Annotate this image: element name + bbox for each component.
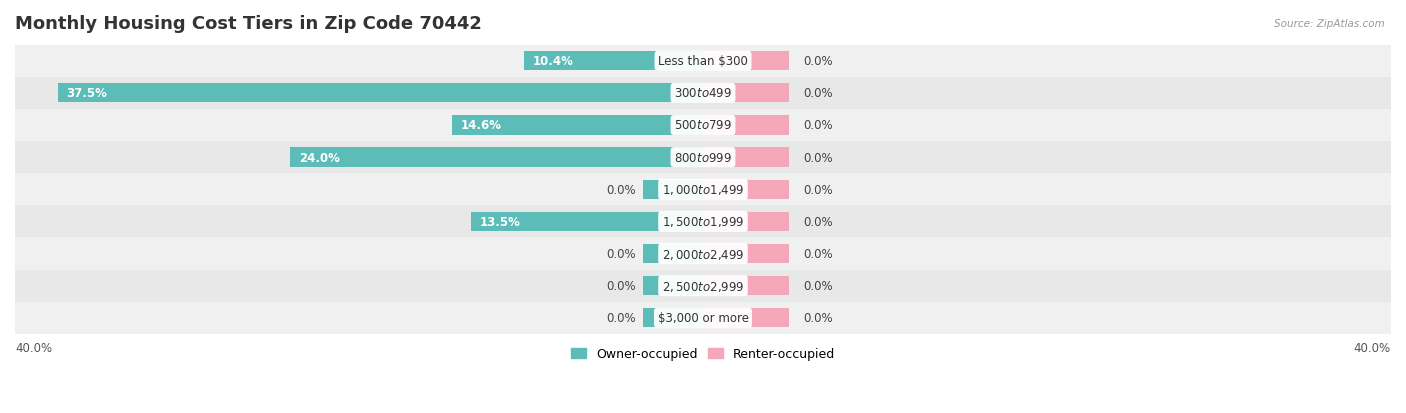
Bar [15, 238, 1391, 270]
Legend: Owner-occupied, Renter-occupied: Owner-occupied, Renter-occupied [567, 342, 839, 365]
Bar [703, 212, 789, 231]
Bar [15, 45, 1391, 78]
Text: 0.0%: 0.0% [803, 247, 832, 260]
Bar [703, 309, 789, 328]
Bar [471, 212, 703, 231]
Text: 0.0%: 0.0% [606, 247, 636, 260]
Bar [15, 206, 1391, 238]
Bar [643, 180, 703, 199]
Text: 0.0%: 0.0% [606, 311, 636, 325]
Text: 37.5%: 37.5% [66, 87, 107, 100]
Text: 14.6%: 14.6% [461, 119, 502, 132]
Text: $500 to $799: $500 to $799 [673, 119, 733, 132]
Text: 0.0%: 0.0% [803, 87, 832, 100]
Text: 13.5%: 13.5% [479, 215, 520, 228]
Text: 40.0%: 40.0% [1354, 341, 1391, 354]
Bar [290, 148, 703, 167]
Text: $300 to $499: $300 to $499 [673, 87, 733, 100]
Bar [15, 142, 1391, 174]
Text: 0.0%: 0.0% [606, 183, 636, 196]
Text: $800 to $999: $800 to $999 [673, 151, 733, 164]
Text: 0.0%: 0.0% [803, 119, 832, 132]
Text: 0.0%: 0.0% [803, 215, 832, 228]
Text: $1,500 to $1,999: $1,500 to $1,999 [662, 215, 744, 229]
Text: 0.0%: 0.0% [803, 311, 832, 325]
Text: 24.0%: 24.0% [299, 151, 340, 164]
Bar [58, 84, 703, 103]
Bar [643, 244, 703, 263]
Bar [15, 270, 1391, 302]
Text: $3,000 or more: $3,000 or more [658, 311, 748, 325]
Bar [703, 84, 789, 103]
Bar [703, 52, 789, 71]
Bar [703, 148, 789, 167]
Bar [643, 309, 703, 328]
Text: Monthly Housing Cost Tiers in Zip Code 70442: Monthly Housing Cost Tiers in Zip Code 7… [15, 15, 482, 33]
Bar [451, 116, 703, 135]
Bar [15, 174, 1391, 206]
Text: Source: ZipAtlas.com: Source: ZipAtlas.com [1274, 19, 1385, 28]
Text: 10.4%: 10.4% [533, 55, 574, 68]
Text: 40.0%: 40.0% [15, 341, 52, 354]
Bar [703, 116, 789, 135]
Text: 0.0%: 0.0% [803, 183, 832, 196]
Text: 0.0%: 0.0% [803, 55, 832, 68]
Bar [15, 78, 1391, 110]
Text: $2,500 to $2,999: $2,500 to $2,999 [662, 279, 744, 293]
Text: $1,000 to $1,499: $1,000 to $1,499 [662, 183, 744, 197]
Bar [15, 302, 1391, 334]
Text: 0.0%: 0.0% [803, 151, 832, 164]
Bar [15, 110, 1391, 142]
Bar [643, 276, 703, 296]
Bar [524, 52, 703, 71]
Bar [703, 244, 789, 263]
Bar [703, 276, 789, 296]
Text: Less than $300: Less than $300 [658, 55, 748, 68]
Text: 0.0%: 0.0% [606, 280, 636, 292]
Text: $2,000 to $2,499: $2,000 to $2,499 [662, 247, 744, 261]
Text: 0.0%: 0.0% [803, 280, 832, 292]
Bar [703, 180, 789, 199]
